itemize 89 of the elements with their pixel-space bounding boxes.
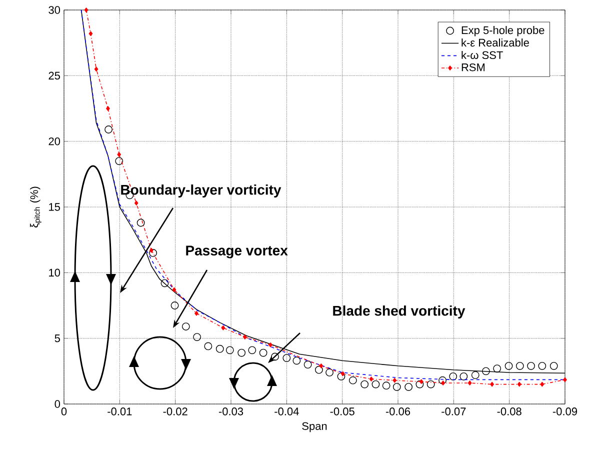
point bbox=[160, 279, 169, 288]
y-tick-label: 20 bbox=[48, 137, 60, 146]
y-tick-label: 25 bbox=[48, 72, 60, 80]
point bbox=[268, 342, 272, 348]
y-tick-label: 30 bbox=[48, 6, 60, 14]
point bbox=[243, 334, 247, 340]
legend-label: k-ε Realizable bbox=[462, 38, 529, 47]
point bbox=[482, 367, 490, 376]
point bbox=[404, 382, 413, 391]
point bbox=[136, 218, 145, 227]
point bbox=[517, 382, 522, 387]
point bbox=[516, 362, 524, 370]
point bbox=[460, 372, 468, 380]
point bbox=[441, 380, 445, 386]
y-tick-label: 0 bbox=[54, 400, 60, 408]
point bbox=[360, 380, 369, 388]
point bbox=[337, 372, 346, 380]
point bbox=[134, 200, 138, 206]
point bbox=[326, 368, 334, 376]
x-tick-label: -0.09 bbox=[552, 408, 578, 416]
point bbox=[238, 348, 246, 357]
point bbox=[193, 333, 201, 341]
point bbox=[216, 344, 224, 353]
y-tick-label: 5 bbox=[54, 334, 60, 342]
point bbox=[538, 362, 546, 370]
x-tick-label: -0.06 bbox=[386, 408, 410, 416]
point bbox=[468, 380, 472, 386]
point bbox=[149, 248, 154, 253]
point bbox=[471, 371, 480, 380]
legend-label: RSM bbox=[462, 63, 485, 72]
point bbox=[540, 382, 544, 387]
x-tick-label: -0.04 bbox=[274, 408, 299, 416]
point bbox=[382, 382, 390, 390]
point bbox=[493, 364, 502, 372]
point bbox=[449, 372, 458, 380]
point bbox=[194, 310, 198, 316]
point bbox=[115, 157, 124, 165]
point bbox=[88, 31, 93, 36]
point bbox=[292, 356, 301, 365]
point bbox=[226, 346, 234, 354]
point bbox=[392, 378, 397, 383]
point bbox=[221, 325, 226, 330]
x-tick-label: -0.07 bbox=[442, 408, 466, 416]
annotation: Blade shed vorticity bbox=[333, 305, 466, 319]
point bbox=[348, 376, 357, 384]
y-tick-label: 10 bbox=[49, 268, 60, 277]
legend-label: k-ω SST bbox=[462, 50, 503, 60]
x-tick-label: -0.05 bbox=[330, 408, 354, 416]
point bbox=[170, 302, 179, 310]
legend-label: Exp 5-hole probe bbox=[462, 26, 544, 36]
point bbox=[248, 346, 256, 354]
point bbox=[340, 371, 345, 376]
point bbox=[204, 342, 212, 350]
point bbox=[438, 376, 446, 384]
point bbox=[94, 66, 98, 72]
point bbox=[304, 360, 312, 369]
point bbox=[563, 377, 567, 382]
point bbox=[182, 322, 190, 330]
x-tick-label: -0.01 bbox=[108, 408, 132, 416]
point bbox=[369, 376, 374, 382]
x-tick-label: -0.02 bbox=[163, 408, 188, 416]
x-tick-label: 0 bbox=[61, 408, 67, 416]
point bbox=[319, 364, 324, 368]
point bbox=[271, 352, 279, 361]
y-tick-label: 15 bbox=[49, 203, 60, 211]
point bbox=[504, 362, 513, 370]
point bbox=[550, 362, 558, 370]
point bbox=[282, 354, 291, 362]
point bbox=[419, 379, 424, 384]
point bbox=[106, 106, 110, 111]
point bbox=[490, 382, 494, 387]
point bbox=[172, 287, 176, 292]
point bbox=[372, 380, 380, 388]
point bbox=[149, 249, 158, 257]
point bbox=[392, 382, 401, 391]
point bbox=[84, 8, 88, 12]
x-axis-title: Span bbox=[302, 422, 327, 432]
y-axis-title: ξ$_{pitch}$ (%) bbox=[30, 186, 42, 228]
point bbox=[259, 348, 268, 357]
annotation: Boundary-layer vorticity bbox=[121, 184, 282, 198]
x-tick-label: -0.03 bbox=[218, 408, 244, 416]
point bbox=[426, 380, 435, 388]
point bbox=[117, 152, 122, 157]
point bbox=[315, 366, 323, 374]
point bbox=[416, 380, 424, 388]
x-tick-label: -0.08 bbox=[497, 408, 522, 416]
point bbox=[104, 126, 112, 134]
annotation: Passage vortex bbox=[186, 246, 288, 258]
point bbox=[527, 362, 535, 370]
